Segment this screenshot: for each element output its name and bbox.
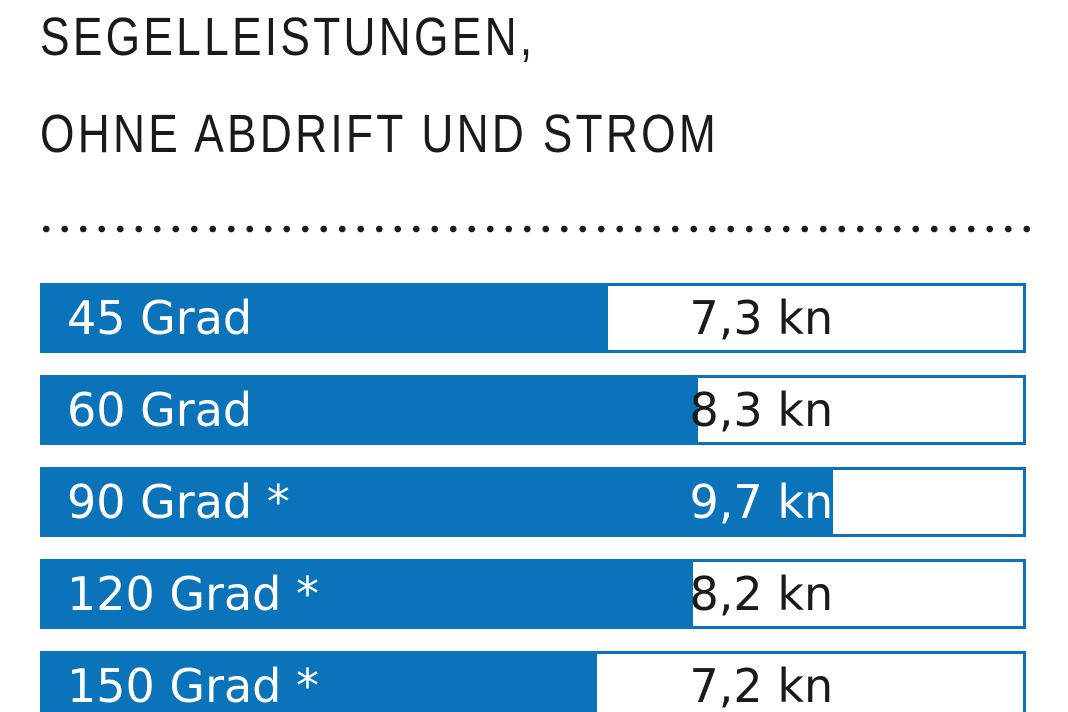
bar-fill — [40, 375, 698, 445]
bar-category-label: 60 Grad — [67, 383, 253, 437]
bar-row: 120 Grad * 8,2 kn — [40, 559, 1026, 629]
bar-value-label: 8,2 kn — [689, 567, 834, 621]
bar-fill — [40, 467, 833, 537]
bar-chart: 45 Grad 7,3 kn 60 Grad 8,3 kn 90 Grad * 9,7 k… — [40, 283, 1026, 712]
bar-row: 90 Grad * 9,7 kn — [40, 467, 1026, 537]
dotted-divider — [37, 224, 1031, 234]
bar-category-label: 90 Grad * — [67, 475, 290, 529]
bar-row: 45 Grad 7,3 kn — [40, 283, 1026, 353]
bar-value-label: 8,3 kn — [689, 383, 834, 437]
bar-fill — [40, 651, 597, 712]
bar-row: 60 Grad 8,3 kn — [40, 375, 1026, 445]
bar-value-label: 7,3 kn — [689, 291, 834, 345]
bar-value-label: 7,2 kn — [689, 659, 834, 712]
bar-row: 150 Grad * 7,2 kn — [40, 651, 1026, 712]
bar-category-label: 120 Grad * — [67, 567, 319, 621]
chart-title-line1: SEGELLEISTUNGEN, — [40, 7, 536, 67]
bar-category-label: 45 Grad — [67, 291, 253, 345]
bar-fill — [40, 283, 609, 353]
bar-value-label: 9,7 kn — [689, 475, 834, 529]
bar-category-label: 150 Grad * — [67, 659, 319, 712]
bar-fill — [40, 559, 693, 629]
chart-title-line2: OHNE ABDRIFT UND STROM — [40, 104, 720, 164]
